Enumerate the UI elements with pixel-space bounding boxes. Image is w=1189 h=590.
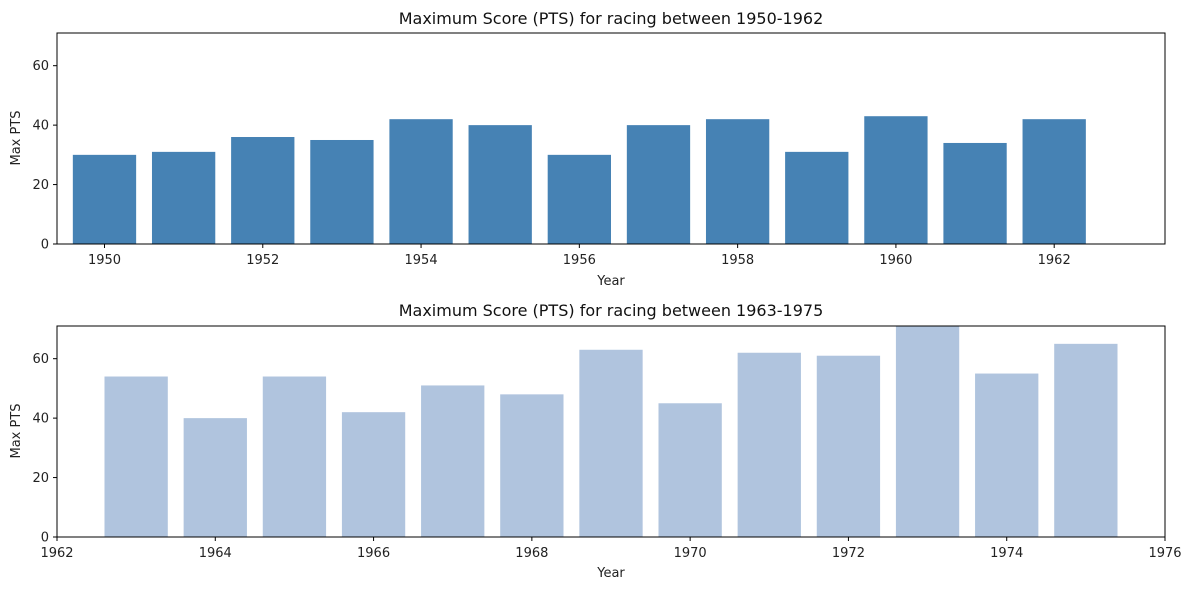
plot-frame xyxy=(56,325,1166,538)
chart-title: Maximum Score (PTS) for racing between 1… xyxy=(399,9,824,28)
bar-1957 xyxy=(626,125,691,244)
bar-1953 xyxy=(310,139,374,244)
bar-1950 xyxy=(72,154,137,244)
bar-1972 xyxy=(816,355,881,537)
plot-frame xyxy=(56,32,1166,245)
chart-title: Maximum Score (PTS) for racing between 1… xyxy=(399,301,824,320)
bar-1967 xyxy=(421,385,485,537)
bar-1955 xyxy=(468,125,532,244)
x-tick-label: 1952 xyxy=(246,253,279,268)
bar-1968 xyxy=(500,394,564,537)
x-tick-label: 1972 xyxy=(832,546,865,561)
chart-panel-1963-1975: Maximum Score (PTS) for racing between 1… xyxy=(9,301,1182,581)
y-tick-label: 0 xyxy=(41,531,49,546)
x-tick-label: 1958 xyxy=(721,253,754,268)
x-ticks: 1962 1964 1966 1968 1970 1972 1974 1976 xyxy=(40,537,1182,561)
bar-1966 xyxy=(341,412,406,537)
bar-1961 xyxy=(943,142,1007,244)
bar-1971 xyxy=(737,352,801,537)
x-tick-label: 1966 xyxy=(357,546,390,561)
bar-group xyxy=(104,326,1118,537)
x-tick-label: 1976 xyxy=(1148,546,1181,561)
bar-1958 xyxy=(705,119,770,244)
bar-1951 xyxy=(151,151,216,244)
x-tick-label: 1962 xyxy=(1038,253,1071,268)
x-tick-label: 1962 xyxy=(40,546,73,561)
y-axis-label: Max PTS xyxy=(9,403,24,458)
chart-panel-1950-1962: Maximum Score (PTS) for racing between 1… xyxy=(9,9,1166,289)
bar-1956 xyxy=(547,154,611,244)
y-tick-label: 60 xyxy=(32,59,49,74)
x-tick-label: 1954 xyxy=(405,253,438,268)
bar-1963 xyxy=(104,376,168,537)
y-ticks: 0 20 40 60 xyxy=(32,352,57,546)
bar-1965 xyxy=(262,376,327,537)
bar-1973 xyxy=(895,326,960,537)
y-tick-label: 20 xyxy=(32,471,49,486)
bar-1974 xyxy=(975,373,1039,537)
x-tick-label: 1950 xyxy=(88,253,121,268)
x-tick-label: 1968 xyxy=(515,546,548,561)
y-tick-label: 20 xyxy=(32,178,49,193)
bar-1959 xyxy=(785,151,849,244)
x-tick-label: 1960 xyxy=(879,253,912,268)
bar-group xyxy=(72,116,1086,244)
bar-1969 xyxy=(579,349,643,537)
bar-1952 xyxy=(231,137,295,244)
y-ticks: 0 20 40 60 xyxy=(32,59,57,253)
x-ticks: 1950 1952 1954 1956 1958 1960 1962 xyxy=(88,244,1071,268)
bar-1964 xyxy=(183,418,247,537)
x-axis-label: Year xyxy=(596,274,625,289)
bar-1962 xyxy=(1022,119,1086,244)
y-tick-label: 40 xyxy=(32,119,49,134)
bar-1960 xyxy=(864,116,928,244)
x-tick-label: 1956 xyxy=(563,253,596,268)
y-axis-label: Max PTS xyxy=(9,110,24,165)
y-tick-label: 40 xyxy=(32,412,49,427)
x-axis-label: Year xyxy=(596,566,625,581)
x-tick-label: 1974 xyxy=(990,546,1023,561)
x-tick-label: 1970 xyxy=(674,546,707,561)
bar-1954 xyxy=(389,119,453,244)
x-tick-label: 1964 xyxy=(199,546,232,561)
bar-1970 xyxy=(658,403,722,537)
bar-1975 xyxy=(1054,343,1118,537)
y-tick-label: 0 xyxy=(41,238,49,253)
y-tick-label: 60 xyxy=(32,352,49,367)
